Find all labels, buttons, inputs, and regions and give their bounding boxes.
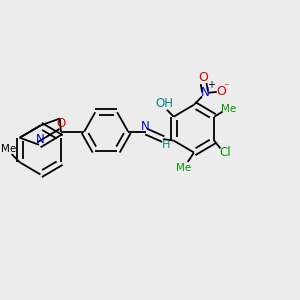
Text: N: N xyxy=(201,86,210,99)
Text: N: N xyxy=(36,134,45,146)
Text: O: O xyxy=(57,117,66,130)
Text: O: O xyxy=(199,71,208,84)
Text: Me: Me xyxy=(221,104,236,114)
Text: Me: Me xyxy=(176,163,192,173)
Text: Cl: Cl xyxy=(220,146,231,159)
Text: ⁻: ⁻ xyxy=(224,83,230,93)
Text: Me: Me xyxy=(1,144,16,154)
Text: O: O xyxy=(217,85,226,98)
Text: N: N xyxy=(140,120,149,133)
Text: OH: OH xyxy=(156,97,174,110)
Text: +: + xyxy=(207,80,215,90)
Text: H: H xyxy=(161,140,170,150)
